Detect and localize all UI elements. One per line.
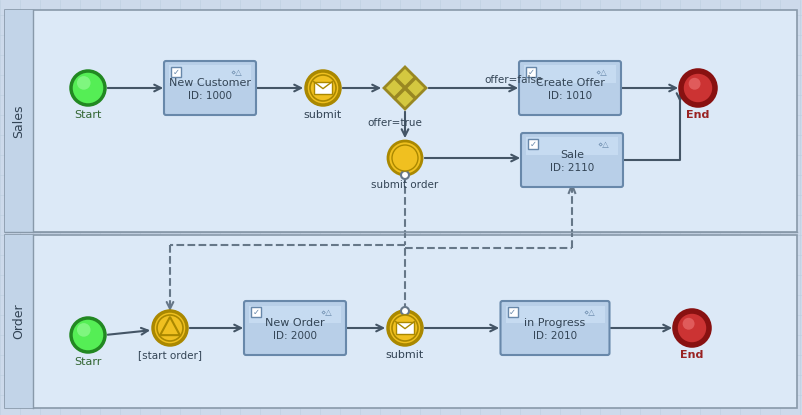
- Bar: [251, 307, 261, 317]
- Circle shape: [77, 323, 91, 337]
- Bar: [526, 137, 618, 155]
- Text: ⋄△: ⋄△: [595, 68, 607, 76]
- Circle shape: [683, 318, 695, 330]
- Text: ✓: ✓: [509, 308, 516, 317]
- Text: ⋄△: ⋄△: [320, 308, 332, 317]
- Text: ✓: ✓: [529, 139, 537, 149]
- Text: in Progress: in Progress: [525, 318, 585, 328]
- Bar: [526, 67, 536, 77]
- Text: New Customer: New Customer: [169, 78, 251, 88]
- FancyBboxPatch shape: [164, 61, 256, 115]
- Circle shape: [71, 71, 105, 105]
- Circle shape: [681, 71, 715, 105]
- Text: ✓: ✓: [172, 68, 180, 76]
- Text: ⋄△: ⋄△: [584, 308, 595, 317]
- Text: ✓: ✓: [253, 308, 260, 317]
- Text: Starr: Starr: [75, 357, 102, 367]
- Text: Create Offer: Create Offer: [536, 78, 605, 88]
- Text: Sales: Sales: [13, 104, 26, 138]
- Circle shape: [306, 71, 340, 105]
- Text: Order: Order: [13, 304, 26, 339]
- FancyBboxPatch shape: [519, 61, 621, 115]
- Text: ID: 1010: ID: 1010: [548, 91, 592, 101]
- Text: ID: 2110: ID: 2110: [550, 163, 594, 173]
- Bar: [395, 322, 415, 334]
- Bar: [171, 67, 181, 77]
- Text: ⋄△: ⋄△: [597, 139, 609, 149]
- Circle shape: [153, 311, 187, 345]
- Circle shape: [77, 76, 91, 90]
- Text: End: End: [680, 350, 703, 360]
- Bar: [5, 10, 33, 232]
- Text: offer=false: offer=false: [484, 75, 542, 85]
- Circle shape: [388, 141, 422, 175]
- Bar: [5, 235, 797, 408]
- Text: submit: submit: [304, 110, 342, 120]
- Text: submit: submit: [386, 350, 424, 360]
- Circle shape: [401, 171, 409, 179]
- Polygon shape: [384, 67, 426, 109]
- Text: offer=true: offer=true: [367, 118, 423, 128]
- FancyBboxPatch shape: [521, 133, 623, 187]
- Text: Sale: Sale: [560, 150, 584, 160]
- Bar: [524, 66, 616, 83]
- Circle shape: [401, 307, 409, 315]
- Text: ✓: ✓: [528, 68, 534, 76]
- Circle shape: [157, 315, 183, 341]
- Circle shape: [392, 145, 418, 171]
- Bar: [249, 305, 341, 323]
- Circle shape: [675, 311, 709, 345]
- Bar: [505, 305, 605, 323]
- Bar: [314, 82, 332, 94]
- Text: End: End: [687, 110, 710, 120]
- Text: New Order: New Order: [265, 318, 325, 328]
- Text: Start: Start: [75, 110, 102, 120]
- Circle shape: [71, 318, 105, 352]
- Circle shape: [392, 315, 418, 341]
- Bar: [508, 307, 517, 317]
- Text: ID: 2000: ID: 2000: [273, 331, 317, 341]
- FancyBboxPatch shape: [500, 301, 610, 355]
- Text: ID: 1000: ID: 1000: [188, 91, 232, 101]
- Bar: [5, 10, 797, 232]
- Circle shape: [689, 78, 701, 90]
- Bar: [528, 139, 538, 149]
- FancyBboxPatch shape: [244, 301, 346, 355]
- Text: [start order]: [start order]: [138, 350, 202, 360]
- Circle shape: [310, 75, 336, 101]
- Bar: [169, 66, 251, 83]
- Bar: [5, 235, 33, 408]
- Text: ⋄△: ⋄△: [230, 68, 242, 76]
- Text: ID: 2010: ID: 2010: [533, 331, 577, 341]
- Text: submit order: submit order: [371, 180, 439, 190]
- Circle shape: [388, 311, 422, 345]
